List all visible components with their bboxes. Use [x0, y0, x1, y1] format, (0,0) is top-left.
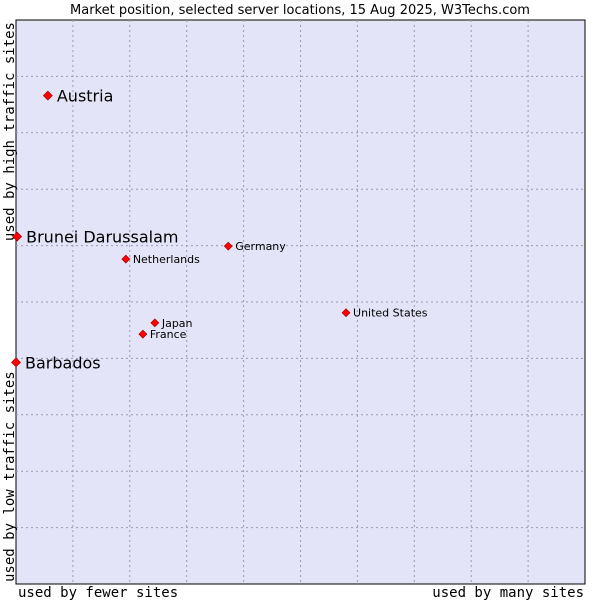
point-label-brunei-darussalam: Brunei Darussalam: [26, 228, 178, 247]
point-marker-netherlands: [121, 254, 131, 264]
point-label-japan: Japan: [161, 317, 193, 330]
point-label-united-states: United States: [353, 307, 428, 320]
point-marker-france: [138, 329, 148, 339]
chart-title: Market position, selected server locatio…: [70, 3, 530, 18]
point-marker-united-states: [341, 308, 351, 318]
point-label-austria: Austria: [57, 87, 114, 106]
point-label-france: France: [150, 328, 187, 341]
point-marker-barbados: [11, 357, 21, 368]
point-marker-japan: [150, 318, 160, 328]
point-label-germany: Germany: [235, 240, 286, 253]
y-axis-label-top: used by high traffic sites: [2, 22, 18, 241]
point-marker-brunei-darussalam: [12, 231, 23, 242]
y-axis-label-bottom: used by low traffic sites: [2, 371, 18, 582]
x-axis-label-right: used by many sites: [432, 585, 584, 600]
grid-lines: [16, 20, 585, 584]
point-marker-austria: [42, 90, 53, 101]
point-marker-germany: [223, 241, 233, 251]
data-points: Austria Brunei Darussalam Barbados Germany N…: [11, 87, 428, 372]
x-axis-label-left: used by fewer sites: [18, 585, 178, 600]
point-label-netherlands: Netherlands: [133, 253, 200, 266]
point-label-barbados: Barbados: [25, 353, 101, 372]
